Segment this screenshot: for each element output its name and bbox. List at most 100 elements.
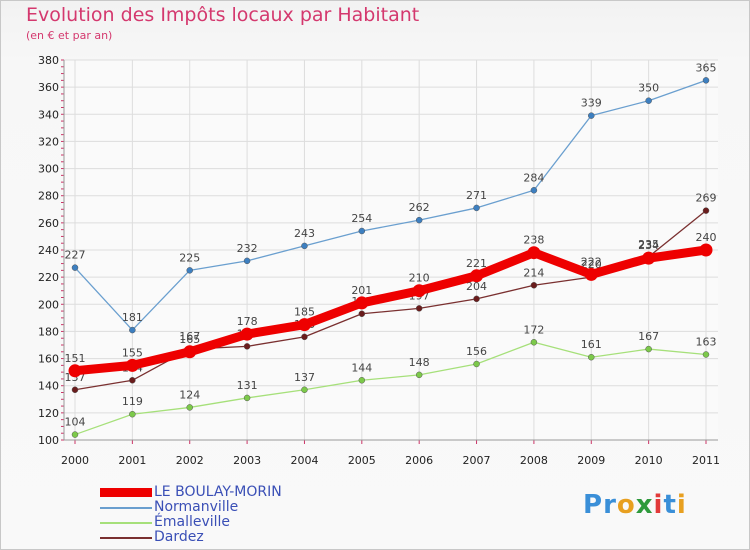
data-point-le-boulay-morin — [68, 364, 82, 378]
x-tick-label: 2009 — [577, 454, 605, 467]
data-label-emalleville: 119 — [122, 395, 143, 408]
data-point-normanville — [702, 77, 710, 84]
legend-label: LE BOULAY-MORIN — [154, 484, 282, 500]
data-point-le-boulay-morin — [584, 267, 598, 281]
data-point-normanville — [588, 112, 595, 119]
logo-letter: t — [663, 490, 677, 520]
data-label-le-boulay-morin: 201 — [351, 284, 372, 297]
data-label-emalleville: 131 — [237, 379, 258, 392]
legend-swatch-dardez — [100, 537, 152, 539]
y-tick-label: 240 — [38, 244, 59, 257]
data-point-emalleville — [588, 353, 595, 361]
data-point-normanville — [530, 187, 538, 194]
data-point-le-boulay-morin — [527, 246, 541, 260]
data-label-emalleville: 137 — [294, 371, 315, 384]
data-label-le-boulay-morin: 234 — [638, 239, 659, 252]
data-point-le-boulay-morin — [470, 269, 484, 283]
data-point-normanville — [415, 216, 423, 224]
data-label-emalleville: 161 — [581, 338, 602, 351]
x-tick-label: 2005 — [348, 454, 376, 467]
y-tick-label: 180 — [38, 325, 59, 338]
data-point-normanville — [129, 326, 136, 334]
data-point-le-boulay-morin — [240, 327, 254, 341]
logo-letter: P — [583, 490, 604, 520]
data-label-dardez: 235 — [638, 238, 659, 251]
data-label-emalleville: 172 — [523, 323, 544, 336]
data-label-emalleville: 156 — [466, 345, 487, 358]
data-label-le-boulay-morin: 165 — [179, 333, 200, 346]
data-label-dardez: 204 — [466, 280, 487, 293]
data-label-emalleville: 104 — [65, 416, 86, 429]
data-point-le-boulay-morin — [125, 358, 139, 372]
y-tick-label: 380 — [38, 54, 59, 67]
data-label-normanville: 254 — [351, 212, 372, 225]
data-label-le-boulay-morin: 240 — [696, 231, 717, 244]
x-tick-label: 2007 — [463, 454, 491, 467]
data-label-le-boulay-morin: 238 — [523, 234, 544, 247]
data-point-normanville — [301, 242, 308, 250]
data-point-le-boulay-morin — [297, 318, 311, 332]
data-point-le-boulay-morin — [642, 251, 656, 265]
data-label-le-boulay-morin: 185 — [294, 306, 315, 319]
data-label-normanville: 284 — [523, 171, 544, 184]
data-point-dardez — [702, 207, 710, 214]
data-point-normanville — [186, 267, 193, 274]
x-tick-label: 2000 — [61, 454, 89, 467]
data-label-le-boulay-morin: 210 — [409, 272, 430, 285]
data-point-le-boulay-morin — [412, 284, 426, 298]
data-point-emalleville — [702, 351, 710, 358]
data-label-normanville: 227 — [65, 249, 86, 262]
data-point-dardez — [301, 333, 308, 341]
data-point-emalleville — [358, 377, 366, 384]
data-label-normanville: 181 — [122, 311, 143, 324]
chart-subtitle: (en € et par an) — [26, 29, 113, 42]
data-label-emalleville: 167 — [638, 330, 659, 343]
data-point-emalleville — [186, 404, 193, 411]
data-label-le-boulay-morin: 221 — [466, 257, 487, 270]
data-label-emalleville: 148 — [409, 356, 430, 369]
data-point-emalleville — [129, 410, 136, 418]
data-point-dardez — [530, 282, 538, 289]
data-label-dardez: 269 — [696, 192, 717, 205]
x-tick-label: 2010 — [635, 454, 663, 467]
chart-title: Evolution des Impôts locaux par Habitant — [26, 4, 420, 26]
data-point-le-boulay-morin — [699, 243, 713, 257]
proxiti-logo: Proxiti — [583, 490, 687, 520]
logo-letter: r — [603, 490, 617, 520]
data-label-normanville: 262 — [409, 201, 430, 214]
x-tick-label: 2003 — [233, 454, 261, 467]
logo-letter: i — [676, 490, 687, 520]
data-point-emalleville — [473, 360, 480, 368]
x-tick-label: 2001 — [118, 454, 146, 467]
series-line-emalleville — [74, 341, 707, 436]
y-tick-label: 100 — [38, 434, 59, 447]
data-point-emalleville — [71, 431, 79, 438]
data-point-dardez — [129, 377, 136, 384]
y-tick-label: 200 — [38, 298, 59, 311]
data-point-emalleville — [301, 386, 308, 394]
y-tick-label: 340 — [38, 108, 59, 121]
data-point-normanville — [645, 97, 652, 104]
x-tick-label: 2002 — [176, 454, 204, 467]
data-label-normanville: 365 — [696, 61, 717, 74]
y-tick-label: 160 — [38, 353, 59, 366]
data-label-normanville: 271 — [466, 189, 487, 202]
x-tick-label: 2006 — [405, 454, 433, 467]
data-point-emalleville — [415, 371, 423, 379]
data-point-dardez — [71, 386, 79, 394]
x-tick-label: 2011 — [692, 454, 720, 467]
data-label-normanville: 225 — [179, 251, 200, 264]
data-label-le-boulay-morin: 222 — [581, 255, 602, 268]
series-line-le-boulay-morin — [70, 245, 711, 376]
y-tick-label: 140 — [38, 380, 59, 393]
y-tick-label: 120 — [38, 407, 59, 420]
logo-letter: o — [616, 490, 636, 520]
data-point-dardez — [358, 310, 366, 318]
legend-label: Normanville — [154, 499, 239, 515]
legend-swatch-le-boulay-morin — [100, 488, 152, 497]
data-label-le-boulay-morin: 155 — [122, 346, 143, 359]
legend-label: Dardez — [154, 529, 204, 545]
y-tick-label: 280 — [38, 190, 59, 203]
logo-letter: x — [635, 490, 654, 520]
legend-swatch-normanville — [100, 507, 152, 509]
